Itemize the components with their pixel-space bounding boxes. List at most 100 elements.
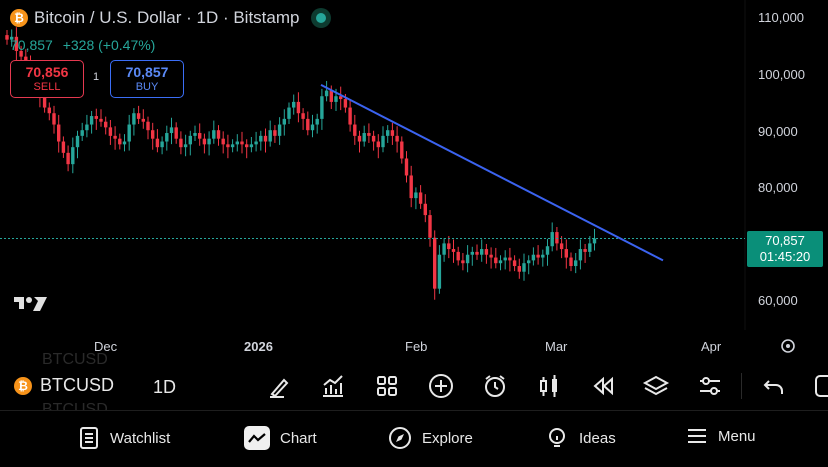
symbol-header[interactable]: ₿ Bitcoin / U.S. Dollar · 1D · Bitstamp <box>10 8 332 28</box>
candle-type-icon[interactable] <box>535 372 563 400</box>
candle-body <box>19 50 23 57</box>
trendline[interactable] <box>320 84 664 262</box>
candle-body <box>390 130 395 136</box>
sell-button[interactable]: 70,856 SELL <box>10 60 84 98</box>
y-tick-60000: 60,000 <box>758 293 798 308</box>
bottom-navigation: Watchlist Chart Explore Ideas Menu <box>0 410 828 467</box>
candle-body <box>141 118 145 122</box>
symbol-title[interactable]: Bitcoin / U.S. Dollar · 1D · Bitstamp <box>34 8 300 27</box>
spread-value: 1 <box>93 71 100 83</box>
last-price-tag-value: 70,857 <box>765 233 805 248</box>
candle-body <box>47 107 51 114</box>
candle-body <box>306 118 310 131</box>
candle-body <box>212 130 216 139</box>
nav-ideas-label: Ideas <box>579 429 616 447</box>
last-price-tag: 70,857 01:45:20 <box>747 231 823 267</box>
candle-body <box>447 243 451 250</box>
candle-body <box>517 266 521 272</box>
candle-body <box>296 101 301 114</box>
sell-label: SELL <box>33 81 61 93</box>
candle-body <box>564 249 568 258</box>
candle-body <box>461 260 465 264</box>
add-icon[interactable] <box>427 372 455 400</box>
y-tick-80000: 80,000 <box>758 180 798 195</box>
candle-body <box>512 260 517 267</box>
symbol-selector[interactable]: ₿ BTCUSD <box>14 375 114 396</box>
nav-explore[interactable]: Explore <box>388 426 473 450</box>
nav-ideas[interactable]: Ideas <box>545 426 616 450</box>
candle-body <box>52 113 56 125</box>
candle-body <box>207 138 211 145</box>
candle-body <box>230 144 235 148</box>
nav-menu[interactable]: Menu <box>686 426 756 446</box>
candle-body <box>541 254 545 258</box>
candle-body <box>489 254 493 258</box>
x-tick-mar: Mar <box>545 339 568 354</box>
candle-body <box>108 127 113 136</box>
layers-icon[interactable] <box>642 372 670 400</box>
candle-body <box>165 133 169 142</box>
candle-body <box>475 251 479 255</box>
nav-watchlist-label: Watchlist <box>110 429 171 447</box>
nav-explore-label: Explore <box>422 429 473 447</box>
candle-body <box>268 130 272 142</box>
candle-body <box>160 141 164 148</box>
layouts-icon[interactable] <box>373 372 401 400</box>
candle-body <box>235 141 239 145</box>
nav-watchlist[interactable]: Watchlist <box>78 426 170 450</box>
candle-body <box>155 138 160 148</box>
bitcoin-icon: ₿ <box>10 9 28 27</box>
candle-body <box>301 113 305 119</box>
settings-icon[interactable] <box>696 372 724 400</box>
bitcoin-icon: ₿ <box>14 376 32 395</box>
indicators-icon[interactable] <box>319 372 347 400</box>
candle-body <box>169 127 174 134</box>
candle-body <box>146 121 150 131</box>
candle-body <box>226 144 230 148</box>
candle-body <box>343 99 348 108</box>
candle-body <box>334 96 338 102</box>
undo-icon[interactable] <box>760 372 788 400</box>
candle-body <box>216 130 221 139</box>
price-chart[interactable] <box>0 0 828 362</box>
candle-body <box>85 124 89 131</box>
nav-chart[interactable]: Chart <box>244 426 317 450</box>
nav-menu-label: Menu <box>718 427 756 445</box>
chart-toolbar: BTCUSD ₿ BTCUSD 1D <box>0 351 828 418</box>
x-tick-apr: Apr <box>701 339 722 354</box>
axis-settings-icon[interactable] <box>781 339 795 353</box>
compass-icon <box>389 427 411 449</box>
candle-body <box>418 192 423 204</box>
candle-body <box>357 135 362 142</box>
buy-button[interactable]: 70,857 BUY <box>110 60 184 98</box>
buy-label: BUY <box>135 81 159 93</box>
candle-body <box>127 124 131 142</box>
candle-body <box>362 133 366 142</box>
candle-body <box>57 124 61 142</box>
candle-body <box>198 133 202 139</box>
bar-countdown: 01:45:20 <box>759 249 811 264</box>
replay-icon[interactable] <box>589 372 617 400</box>
candle-body <box>188 135 192 145</box>
candle-body <box>292 101 296 108</box>
candle-body <box>522 263 526 272</box>
interval-selector[interactable]: 1D <box>153 377 177 397</box>
x-tick-2026: 2026 <box>244 339 273 354</box>
candle-body <box>386 130 390 136</box>
candle-body <box>61 141 66 153</box>
candle-body <box>376 141 380 148</box>
candle-body <box>287 107 291 119</box>
candle-body <box>259 135 263 142</box>
x-tick-feb: Feb <box>405 339 428 354</box>
brush-icon[interactable] <box>266 372 294 400</box>
chart-icon <box>244 426 270 450</box>
alert-icon[interactable] <box>481 372 509 400</box>
candle-body <box>339 96 343 100</box>
candle-body <box>555 232 559 244</box>
redo-icon[interactable] <box>812 372 828 400</box>
candle-body <box>574 260 578 267</box>
candle-body <box>470 251 474 255</box>
candle-body <box>371 135 376 142</box>
candle-body <box>484 249 489 255</box>
watchlist-icon <box>80 427 98 449</box>
